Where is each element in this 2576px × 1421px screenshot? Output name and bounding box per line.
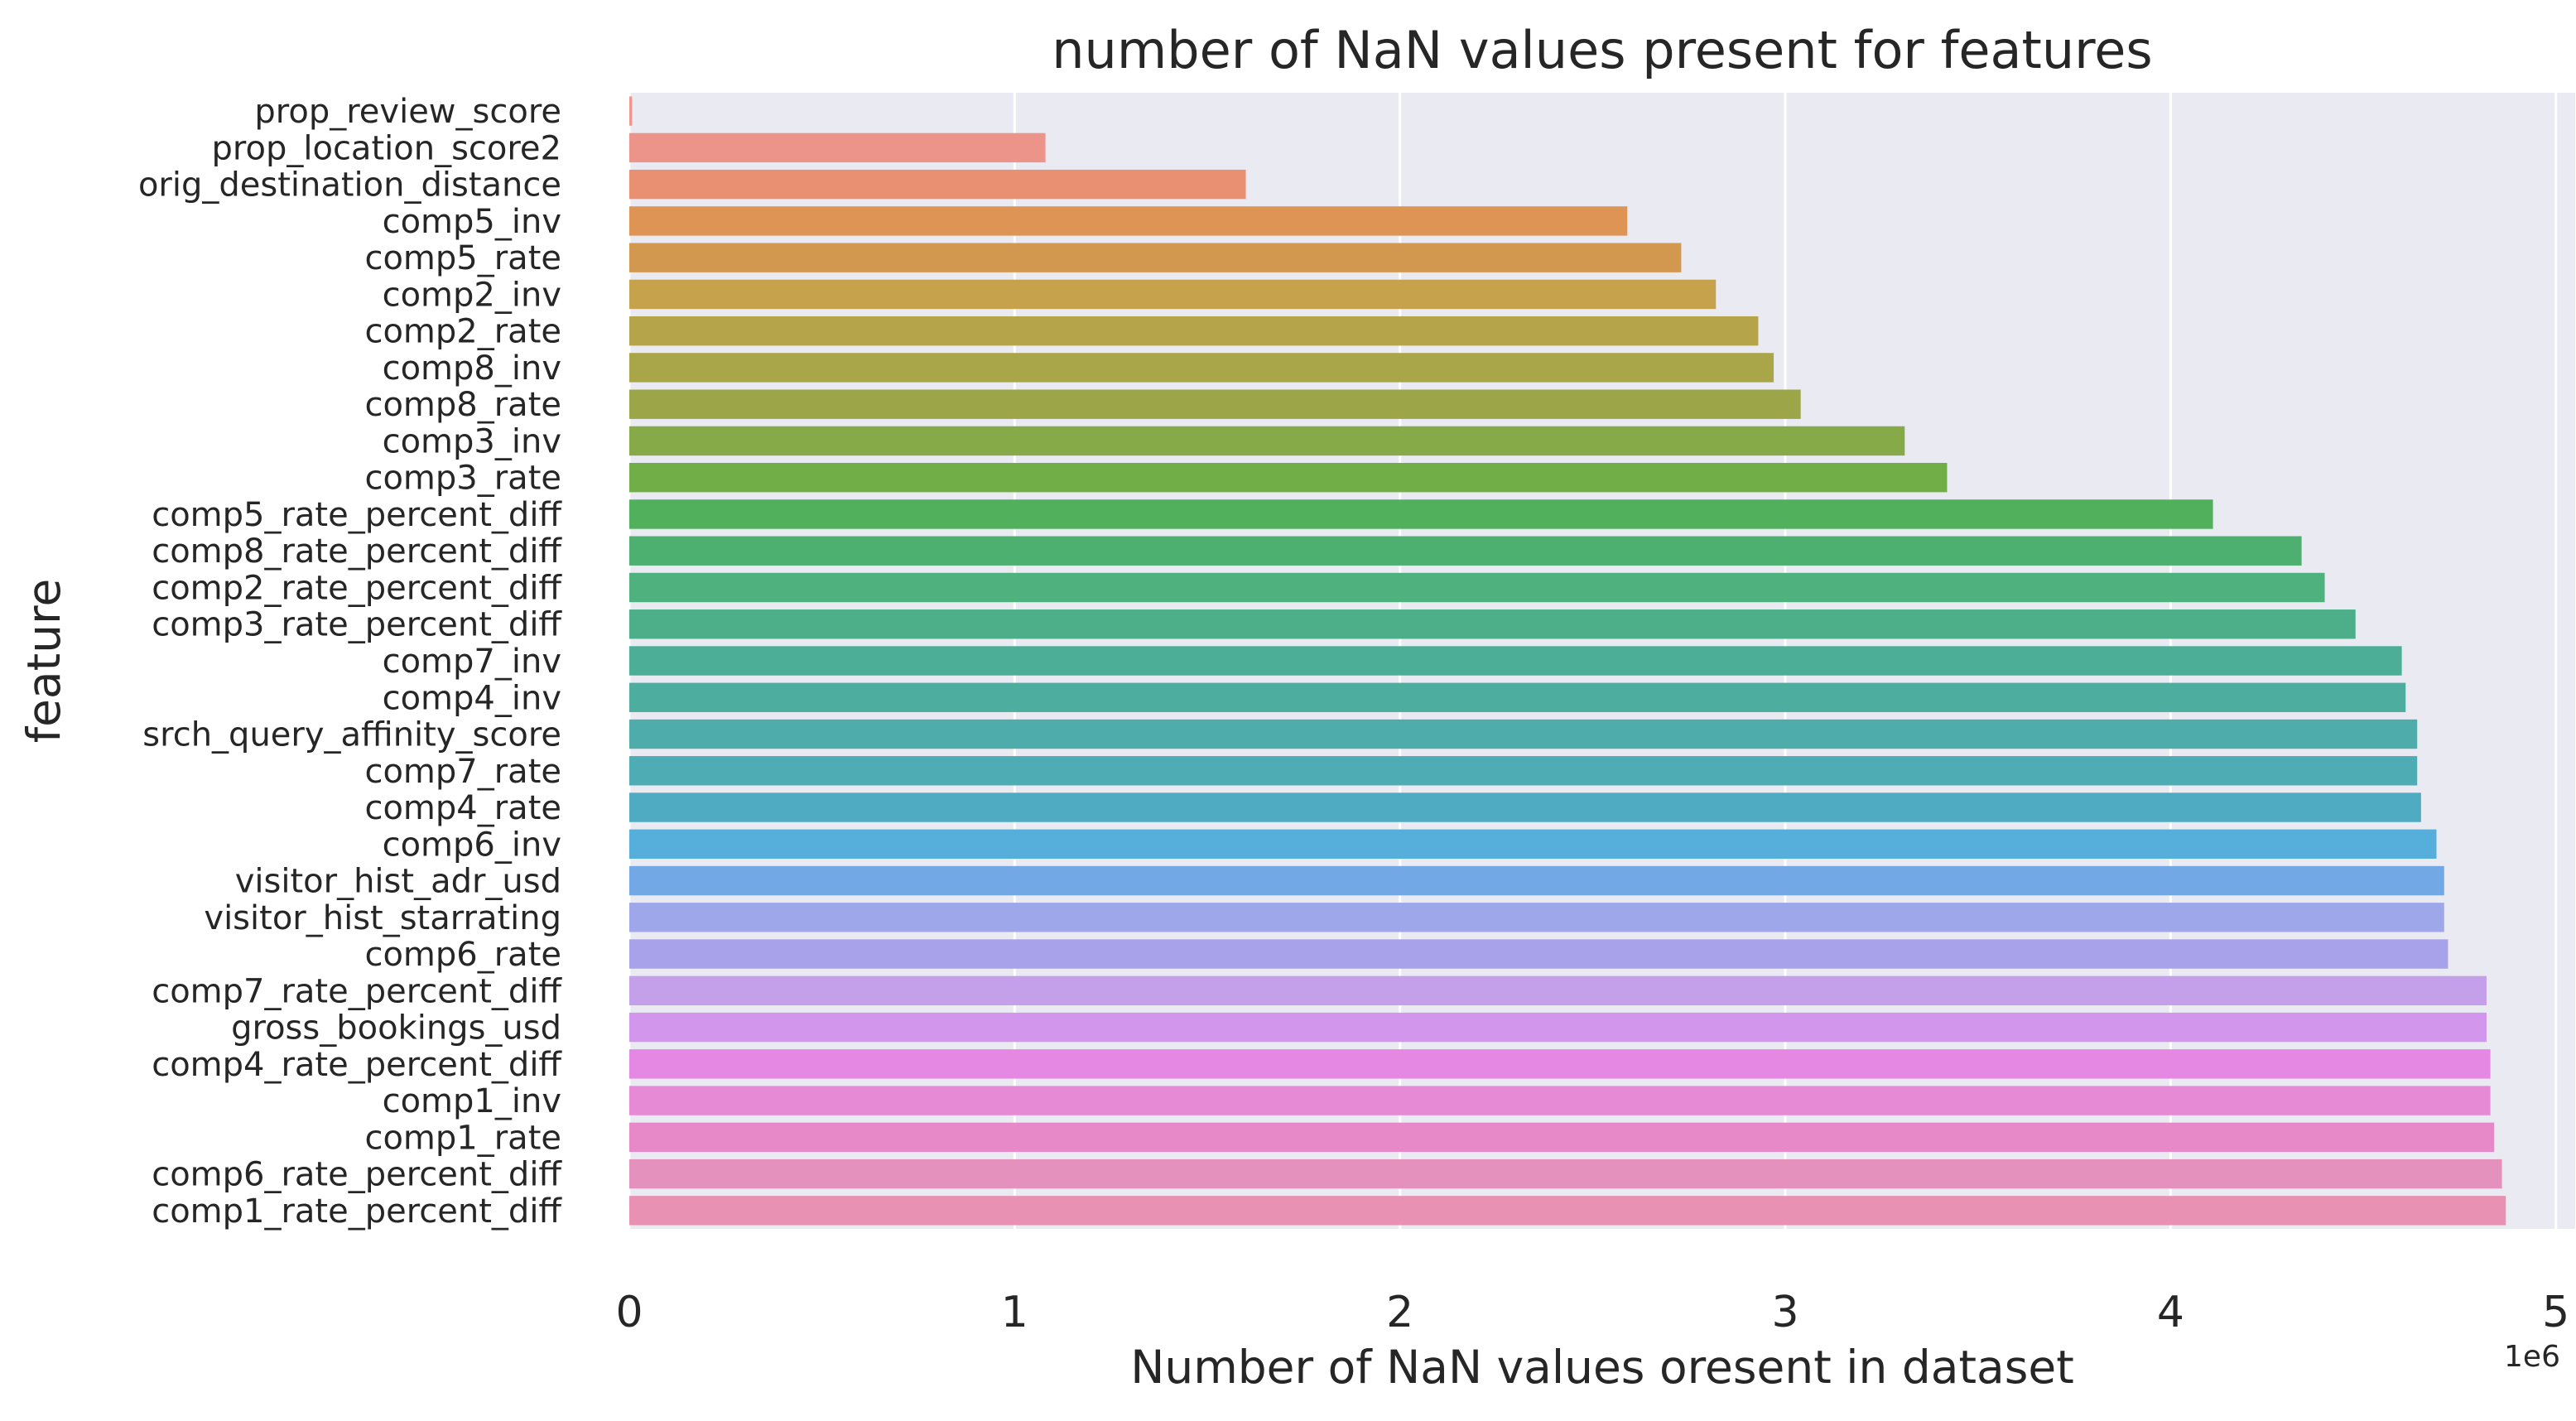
bar-comp2-rate-percent-diff: [629, 572, 2325, 603]
y-tick-label: comp8_rate_percent_diff: [152, 532, 562, 571]
y-tick-label: comp2_inv: [383, 276, 561, 314]
bar-comp7-rate-percent-diff: [629, 975, 2487, 1006]
x-tick-label: 5: [2542, 1288, 2569, 1337]
y-tick-label: comp4_inv: [383, 679, 561, 717]
y-tick-label: comp4_rate_percent_diff: [152, 1046, 562, 1084]
y-tick-label: comp5_rate: [364, 239, 561, 277]
x-tick-label: 3: [1771, 1288, 1798, 1337]
y-axis-label: feature: [17, 579, 70, 744]
bar-comp8-inv: [629, 353, 1774, 383]
bar-comp4-rate-percent-diff: [629, 1049, 2491, 1079]
y-tick-label: comp3_inv: [383, 422, 561, 460]
bar-comp7-inv: [629, 646, 2402, 676]
bar-comp2-inv: [629, 279, 1717, 310]
y-tick-label: visitor_hist_adr_usd: [235, 863, 561, 901]
y-tick-label: srch_query_affinity_score: [142, 716, 561, 754]
bar-comp3-rate-percent-diff: [629, 609, 2356, 639]
bar-comp7-rate: [629, 756, 2418, 786]
bar-comp6-rate-percent-diff: [629, 1158, 2502, 1189]
bar-visitor-hist-adr-usd: [629, 865, 2444, 896]
bar-comp2-rate: [629, 316, 1759, 346]
y-tick-label: comp2_rate_percent_diff: [152, 569, 562, 607]
y-tick-label: comp6_rate: [364, 936, 561, 974]
y-tick-label: comp5_rate_percent_diff: [152, 496, 562, 534]
bar-comp5-rate: [629, 243, 1682, 272]
bars: [629, 96, 2506, 1226]
bar-prop-location-score2: [629, 132, 1046, 163]
y-tick-label: comp1_inv: [383, 1082, 561, 1120]
bar-srch-query-affinity-score: [629, 719, 2418, 749]
x-tick-label: 4: [2157, 1288, 2184, 1337]
x-axis-offset-label: 1e6: [2504, 1340, 2560, 1374]
y-tick-label: comp4_rate: [364, 789, 561, 827]
y-tick-label: visitor_hist_starrating: [204, 899, 561, 937]
y-tick-label: comp5_inv: [383, 203, 561, 241]
y-tick-label: comp7_rate: [364, 753, 561, 791]
x-axis-label: Number of NaN values oresent in dataset: [1130, 1341, 2074, 1394]
bar-comp8-rate-percent-diff: [629, 536, 2302, 566]
bar-comp1-rate-percent-diff: [629, 1196, 2506, 1226]
bar-comp4-rate: [629, 792, 2421, 822]
y-tick-label: comp1_rate: [364, 1119, 561, 1157]
x-tick-label: 2: [1386, 1288, 1413, 1337]
y-tick-label: prop_review_score: [254, 93, 561, 131]
bar-comp1-rate: [629, 1122, 2495, 1153]
x-tick-label: 0: [615, 1288, 643, 1337]
y-tick-label: comp6_rate_percent_diff: [152, 1156, 562, 1194]
y-tick-label: comp2_rate: [364, 313, 561, 351]
x-tick-label: 1: [1001, 1288, 1028, 1337]
bar-comp5-rate-percent-diff: [629, 499, 2213, 529]
bar-comp5-inv: [629, 206, 1628, 236]
bar-orig-destination-distance: [629, 169, 1246, 200]
bar-comp4-inv: [629, 682, 2406, 712]
bar-comp6-inv: [629, 829, 2437, 859]
y-tick-label: comp7_rate_percent_diff: [152, 972, 562, 1010]
y-tick-label: comp3_rate_percent_diff: [152, 606, 562, 644]
y-tick-label: comp3_rate: [364, 460, 561, 498]
y-tick-label: orig_destination_distance: [138, 166, 561, 205]
bar-visitor-hist-starrating: [629, 903, 2444, 932]
y-tick-label: comp6_inv: [383, 826, 561, 864]
bar-comp8-rate: [629, 389, 1801, 419]
x-tick-labels: 0 1 2 3 4 5: [615, 1288, 2569, 1337]
y-tick-labels: prop_review_scoreprop_location_score2ori…: [138, 93, 562, 1231]
y-tick-label: comp8_inv: [383, 349, 561, 388]
bar-comp6-rate: [629, 939, 2448, 969]
bar-prop-review-score: [629, 96, 633, 126]
bar-comp3-rate: [629, 463, 1948, 493]
y-tick-label: comp7_inv: [383, 643, 561, 681]
bar-gross-bookings-usd: [629, 1012, 2487, 1043]
bar-comp3-inv: [629, 426, 1905, 456]
y-tick-label: gross_bookings_usd: [231, 1009, 561, 1048]
y-tick-label: prop_location_score2: [212, 129, 561, 167]
y-tick-label: comp1_rate_percent_diff: [152, 1192, 562, 1231]
y-tick-label: comp8_rate: [364, 386, 561, 424]
chart-title: number of NaN values present for feature…: [1052, 20, 2152, 80]
bar-comp1-inv: [629, 1086, 2491, 1115]
